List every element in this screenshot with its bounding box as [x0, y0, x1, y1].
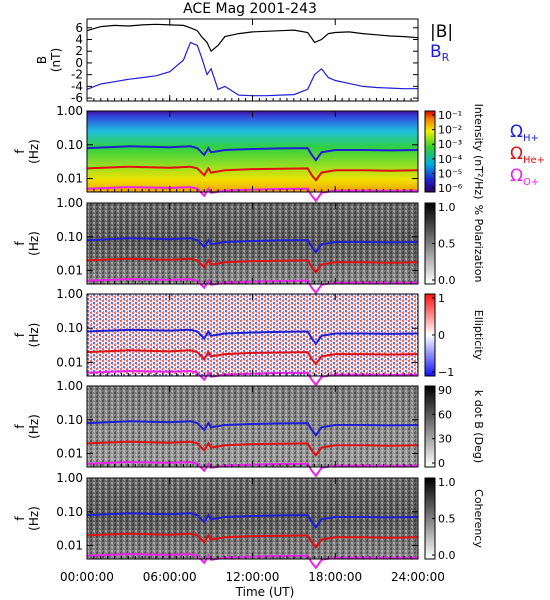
colorbar-tick-label: 1.0	[438, 201, 456, 214]
spectrogram-texture	[87, 478, 418, 559]
gyro-line-he	[86, 257, 419, 274]
y-tick-label: 0.01	[56, 172, 83, 186]
legend-entry: ΩHe+	[510, 144, 545, 166]
y-tick-label: 0.01	[56, 264, 83, 278]
y-axis-label: f(Hz)	[13, 231, 41, 256]
y-tick-label: 0.10	[56, 230, 83, 244]
gyro-line-he	[86, 349, 419, 366]
y-tick-label: -2	[71, 68, 83, 82]
y-tick-label: 0.01	[56, 447, 83, 461]
x-axis-label: Time (UT)	[235, 585, 295, 599]
y-tick-label: 0.01	[56, 539, 83, 553]
colorbar-tick-label: 1.0	[438, 476, 456, 489]
y-tick-label: 1.00	[56, 196, 83, 210]
y-tick-label: 0.10	[56, 505, 83, 519]
y-tick-label: 1.00	[56, 287, 83, 301]
x-tick-label: 00:00:00	[60, 570, 114, 584]
legend-entry: BR	[430, 42, 450, 64]
colorbar	[424, 385, 436, 468]
legend-entry: ΩH+	[510, 122, 539, 144]
panel-2: 1.00 0.10 0.01 f(Hz) 10⁻¹ 10⁻²10⁻³ 10⁻⁴10⁻⁵ 10⁻…	[13, 104, 545, 203]
y-axis-label: f(Hz)	[13, 323, 41, 348]
y-tick-label: 0.01	[56, 355, 83, 369]
y-axis-label: f(Hz)	[13, 506, 41, 531]
gyro-line-he	[86, 532, 419, 549]
colorbar-tick-label: 10⁻³	[438, 138, 462, 151]
colorbar-tick-label: 10⁻¹	[438, 109, 462, 122]
y-tick-label: 6	[75, 21, 83, 35]
y-tick-label: -6	[71, 91, 83, 105]
chart-panels: 6420-2-4-6B(nT)|B|BR1.000.100.01f(Hz)10⁻…	[13, 18, 545, 570]
y-axis-label: f(Hz)	[13, 139, 41, 164]
spectrogram-image	[87, 294, 418, 376]
y-tick-label: 1.00	[56, 379, 83, 393]
panel-3: 1.00 0.10 0.01 f(Hz) 1.0 0.5 0.0 % Polarization	[13, 196, 485, 295]
colorbar-tick-label: 0.0	[438, 274, 456, 287]
colorbar-tick-label: 0	[438, 457, 445, 470]
chart-title: ACE Mag 2001-243	[183, 1, 317, 17]
y-tick-label: 1.00	[56, 471, 83, 485]
gyro-line-h	[86, 145, 419, 162]
colorbar-tick-label: 10⁻⁵	[438, 167, 462, 180]
panel-4: 1.00 0.10 0.01 f(Hz) 1 0 −1 Ellipticity	[13, 287, 485, 387]
colorbar-tick-label: 10⁻⁴	[438, 153, 463, 166]
y-tick-label: 0	[75, 56, 83, 70]
x-tick-label: 18:00:00	[308, 570, 362, 584]
series-line-b-magnitude	[86, 23, 419, 53]
colorbar-tick-label: 10⁻²	[438, 124, 462, 137]
colorbar-tick-label: 1	[438, 292, 445, 305]
x-tick-label: 06:00:00	[143, 570, 197, 584]
colorbar-tick-label: 60	[438, 408, 452, 421]
y-axis-label: B(nT)	[35, 48, 63, 72]
x-tick-label: 12:00:00	[226, 570, 280, 584]
gyro-line-h	[86, 328, 419, 346]
colorbar-tick-label: 30	[438, 433, 452, 446]
y-tick-label: 1.00	[56, 104, 83, 118]
y-tick-label: 0.10	[56, 138, 83, 152]
colorbar-tick-label: 0.5	[438, 238, 456, 251]
panel-5: 1.00 0.10 0.01 f(Hz) 90 60 30 0 k dot B (Deg)	[13, 379, 485, 478]
y-tick-label: 4	[75, 33, 83, 47]
colorbar-tick-label: 0.0	[438, 549, 456, 562]
colorbar-label: k dot B (Deg)	[472, 390, 485, 463]
colorbar-label: Ellipticity	[472, 310, 485, 361]
gyro-line-h	[86, 420, 419, 437]
y-axis-label: f(Hz)	[13, 414, 41, 439]
gyro-line-h	[86, 512, 419, 529]
legend-entry: ΩO+	[510, 166, 539, 188]
x-tick-label: 24:00:00	[391, 570, 445, 584]
legend-entry: |B|	[430, 22, 453, 42]
y-tick-label: 2	[75, 44, 83, 58]
colorbar-tick-label: −1	[438, 366, 454, 379]
spectrogram-image	[87, 111, 418, 192]
y-tick-label: 0.10	[56, 413, 83, 427]
y-tick-label: 0.10	[56, 321, 83, 335]
colorbar-tick-label: 10⁻⁶	[438, 182, 463, 195]
colorbar-label: Coherency	[472, 489, 485, 548]
panel-6: 1.00 0.10 0.01 f(Hz) 1.0 0.5 0.0 Coherency	[13, 471, 485, 570]
gyro-line-he	[86, 440, 419, 457]
colorbar-label: % Polarization	[472, 205, 485, 283]
spectrogram-texture	[87, 203, 418, 284]
series-line-b-r	[86, 41, 418, 97]
colorbar-label: Intensity (nT²/Hz)	[472, 104, 485, 200]
gyro-line-h	[86, 237, 419, 254]
gyro-line-he	[86, 165, 419, 182]
spectrogram-texture	[87, 386, 418, 467]
colorbar-tick-label: 90	[438, 384, 452, 397]
colorbar-tick-label: 0	[438, 329, 445, 342]
colorbar-tick-label: 0.5	[438, 513, 456, 526]
colorbar	[424, 110, 436, 193]
y-tick-label: -4	[71, 79, 83, 93]
x-axis: 00:00:00 06:00:00 12:00:00 18:00:00 24:00:00	[60, 570, 445, 584]
